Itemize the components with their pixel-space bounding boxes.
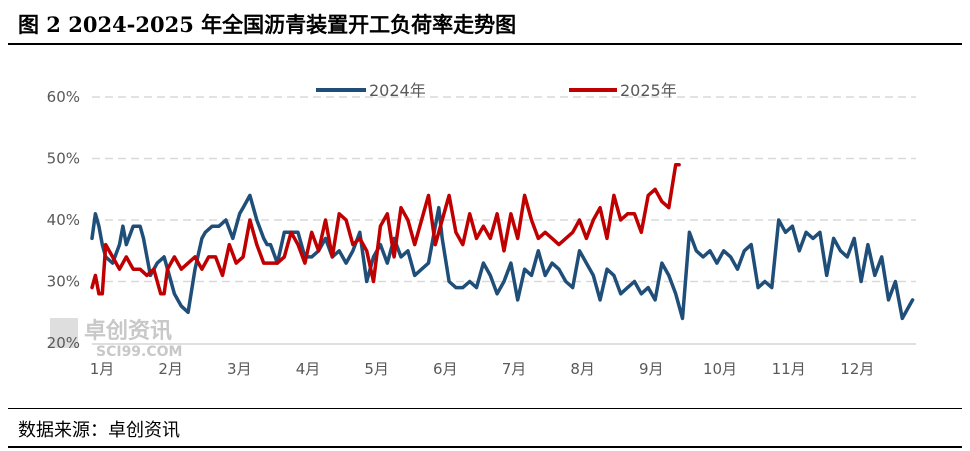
source-note: 数据来源：卓创资讯: [18, 420, 180, 441]
watermark-logo-icon: [50, 318, 78, 348]
chart-title: 图 2 2024-2025 年全国沥青装置开工负荷率走势图: [18, 12, 517, 37]
footer-rule-bottom: [8, 446, 962, 448]
y-axis-ticks: 20% 30% 40% 50% 60%: [47, 88, 80, 352]
watermark: 卓创资讯 SCI99.COM: [50, 318, 182, 360]
x-tick-label: 12月: [840, 360, 874, 378]
x-tick-label: 10月: [703, 360, 737, 378]
x-tick-label: 5月: [364, 360, 389, 378]
series-line-2024: [90, 193, 915, 321]
x-tick-label: 3月: [227, 360, 252, 378]
footer-rule: [8, 408, 962, 409]
legend-label-2024: 2024年: [369, 81, 426, 100]
y-tick-label: 50%: [47, 150, 80, 168]
x-tick-label: 1月: [90, 360, 115, 378]
watermark-main: 卓创资讯: [84, 319, 172, 344]
grid-lines: [92, 96, 916, 283]
x-tick-label: 2月: [158, 360, 183, 378]
legend-label-2025: 2025年: [620, 81, 677, 100]
y-tick-label: 60%: [47, 88, 80, 106]
title-bar: 图 2 2024-2025 年全国沥青装置开工负荷率走势图: [0, 0, 970, 44]
x-tick-label: 6月: [433, 360, 458, 378]
legend: 2024年 2025年: [316, 81, 677, 100]
x-tick-label: 8月: [570, 360, 595, 378]
x-tick-label: 4月: [296, 360, 321, 378]
x-tick-label: 9月: [639, 360, 664, 378]
series-lines: [90, 162, 915, 321]
y-tick-label: 20%: [47, 334, 80, 352]
y-tick-label: 40%: [47, 211, 80, 229]
x-tick-label: 7月: [502, 360, 527, 378]
watermark-sub: SCI99.COM: [96, 344, 182, 360]
title-rule: [8, 43, 962, 45]
series-line-2025: [90, 162, 681, 296]
x-axis-ticks: 1月 2月 3月 4月 5月 6月 7月 8月 9月 10月 11月 12月: [90, 360, 875, 378]
chart-plot: 卓创资讯 SCI99.COM 20% 30% 40% 50% 60% 1月 2月 3月 4月 5…: [47, 81, 916, 378]
y-tick-label: 30%: [47, 273, 80, 291]
x-tick-label: 11月: [772, 360, 806, 378]
